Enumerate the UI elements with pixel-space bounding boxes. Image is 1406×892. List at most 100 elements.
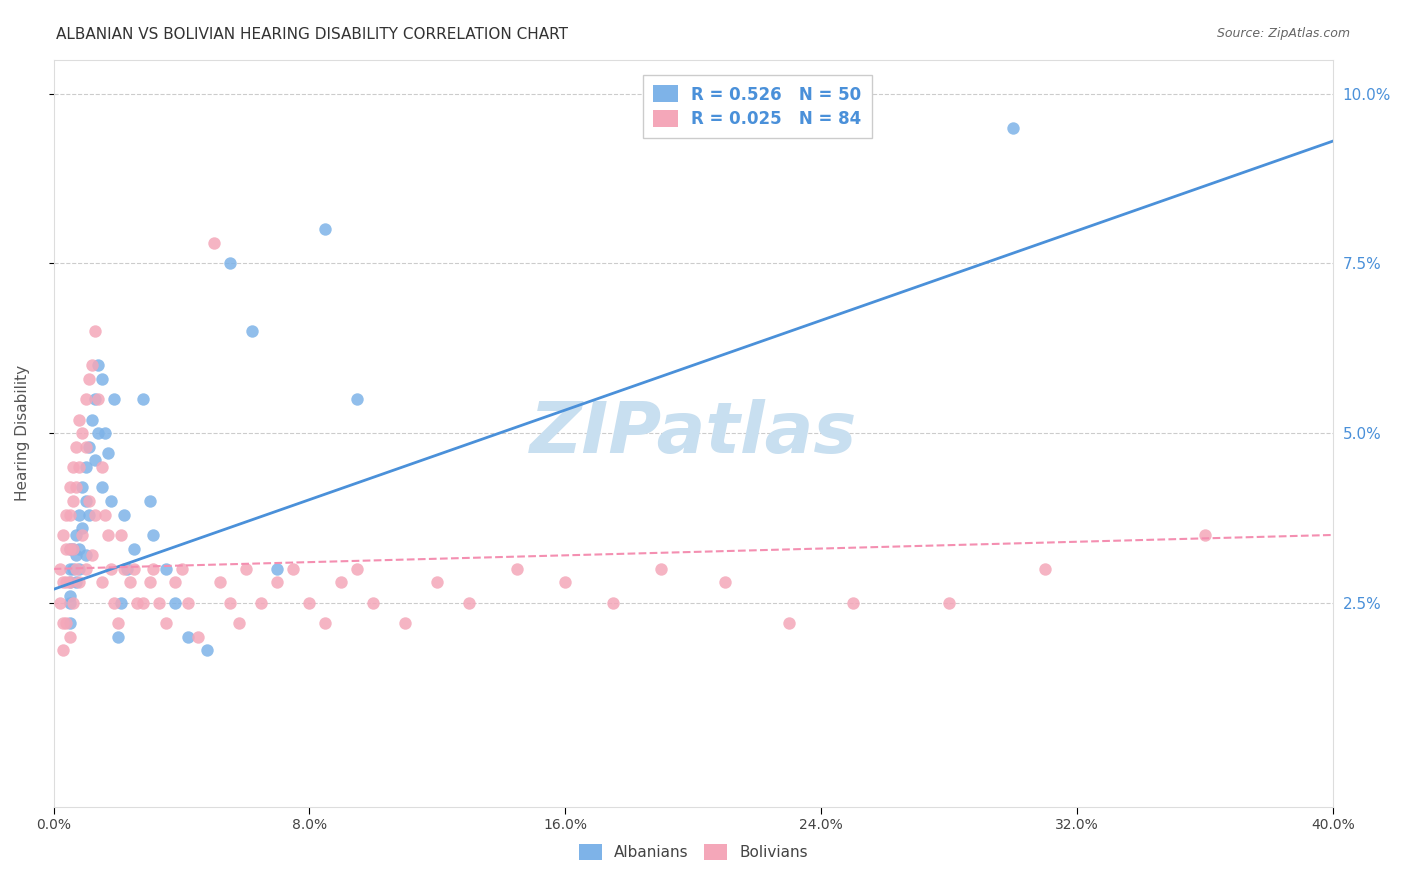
- Point: [170, 562, 193, 576]
- Point: [59, 541, 82, 556]
- Point: [1033, 562, 1056, 576]
- Point: [59, 575, 82, 590]
- Point: [62, 541, 84, 556]
- Point: [55, 616, 77, 631]
- Point: [80, 358, 103, 372]
- Point: [67, 460, 90, 475]
- Point: [202, 235, 225, 250]
- Text: ZIPatlas: ZIPatlas: [530, 399, 856, 467]
- Point: [283, 562, 305, 576]
- Point: [49, 596, 72, 610]
- Point: [97, 446, 120, 460]
- Point: [90, 460, 112, 475]
- Point: [1002, 120, 1025, 135]
- Point: [90, 480, 112, 494]
- Point: [107, 616, 129, 631]
- Point: [55, 541, 77, 556]
- Point: [65, 562, 87, 576]
- Point: [59, 480, 82, 494]
- Point: [506, 562, 529, 576]
- Point: [94, 426, 117, 441]
- Point: [103, 596, 125, 610]
- Point: [52, 616, 75, 631]
- Point: [59, 589, 82, 603]
- Point: [714, 575, 737, 590]
- Point: [148, 596, 170, 610]
- Point: [59, 562, 82, 576]
- Point: [314, 222, 336, 236]
- Point: [218, 596, 240, 610]
- Point: [363, 596, 385, 610]
- Point: [80, 549, 103, 563]
- Point: [72, 426, 94, 441]
- Point: [67, 412, 90, 426]
- Point: [65, 575, 87, 590]
- Point: [218, 256, 240, 270]
- Point: [52, 528, 75, 542]
- Point: [67, 562, 90, 576]
- Point: [142, 562, 165, 576]
- Point: [72, 528, 94, 542]
- Point: [62, 460, 84, 475]
- Point: [65, 480, 87, 494]
- Point: [186, 630, 208, 644]
- Point: [155, 562, 177, 576]
- Y-axis label: Hearing Disability: Hearing Disability: [15, 365, 30, 501]
- Point: [67, 508, 90, 522]
- Point: [90, 575, 112, 590]
- Point: [346, 562, 368, 576]
- Point: [90, 372, 112, 386]
- Point: [65, 440, 87, 454]
- Point: [97, 528, 120, 542]
- Point: [75, 562, 97, 576]
- Point: [346, 392, 368, 406]
- Point: [208, 575, 231, 590]
- Point: [62, 562, 84, 576]
- Point: [602, 596, 624, 610]
- Point: [122, 562, 145, 576]
- Point: [87, 358, 110, 372]
- Point: [84, 324, 107, 338]
- Point: [298, 596, 321, 610]
- Point: [67, 541, 90, 556]
- Point: [138, 494, 160, 508]
- Point: [426, 575, 449, 590]
- Point: [80, 412, 103, 426]
- Point: [59, 541, 82, 556]
- Point: [62, 494, 84, 508]
- Point: [100, 494, 122, 508]
- Point: [67, 575, 90, 590]
- Point: [59, 616, 82, 631]
- Point: [250, 596, 273, 610]
- Point: [52, 643, 75, 657]
- Point: [55, 508, 77, 522]
- Point: [75, 392, 97, 406]
- Point: [165, 596, 187, 610]
- Point: [228, 616, 250, 631]
- Text: Source: ZipAtlas.com: Source: ZipAtlas.com: [1216, 27, 1350, 40]
- Point: [75, 460, 97, 475]
- Point: [87, 392, 110, 406]
- Point: [195, 643, 218, 657]
- Point: [84, 392, 107, 406]
- Point: [155, 616, 177, 631]
- Point: [72, 521, 94, 535]
- Point: [84, 508, 107, 522]
- Point: [65, 549, 87, 563]
- Point: [94, 508, 117, 522]
- Point: [55, 575, 77, 590]
- Point: [75, 440, 97, 454]
- Point: [1194, 528, 1216, 542]
- Point: [122, 541, 145, 556]
- Point: [49, 562, 72, 576]
- Point: [77, 508, 100, 522]
- Point: [177, 596, 200, 610]
- Point: [314, 616, 336, 631]
- Point: [87, 426, 110, 441]
- Point: [100, 562, 122, 576]
- Point: [62, 541, 84, 556]
- Legend: R = 0.526   N = 50, R = 0.025   N = 84: R = 0.526 N = 50, R = 0.025 N = 84: [643, 76, 872, 138]
- Point: [75, 494, 97, 508]
- Point: [77, 372, 100, 386]
- Point: [59, 630, 82, 644]
